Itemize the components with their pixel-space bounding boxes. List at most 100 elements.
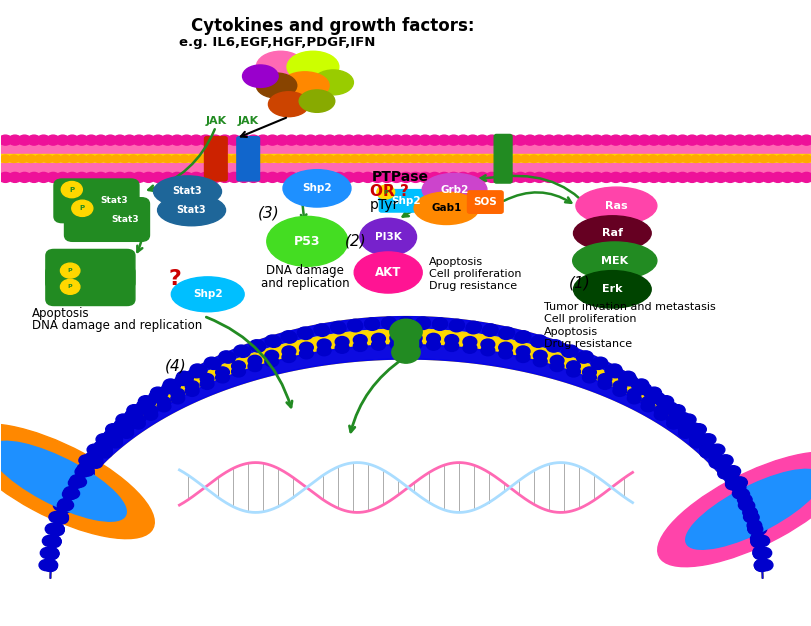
Circle shape	[466, 172, 478, 182]
Text: Stat3: Stat3	[111, 215, 139, 224]
Circle shape	[142, 135, 155, 145]
Circle shape	[128, 155, 138, 163]
Circle shape	[137, 155, 147, 163]
Circle shape	[734, 489, 749, 500]
Circle shape	[190, 135, 203, 145]
Circle shape	[294, 135, 307, 145]
FancyBboxPatch shape	[46, 249, 135, 289]
Text: P: P	[383, 190, 388, 195]
Text: P: P	[68, 268, 72, 273]
Circle shape	[747, 523, 762, 535]
Circle shape	[699, 448, 713, 458]
Circle shape	[447, 135, 460, 145]
Circle shape	[41, 547, 55, 558]
Circle shape	[410, 155, 418, 163]
Circle shape	[144, 409, 157, 420]
Circle shape	[704, 172, 717, 182]
Ellipse shape	[283, 170, 350, 207]
Circle shape	[364, 318, 379, 329]
Circle shape	[1, 155, 11, 163]
Circle shape	[504, 135, 517, 145]
Text: Stat3: Stat3	[101, 197, 128, 205]
Circle shape	[799, 172, 811, 182]
Text: SOS: SOS	[473, 197, 496, 207]
Circle shape	[432, 319, 447, 331]
Circle shape	[650, 393, 664, 404]
Circle shape	[725, 477, 738, 487]
Circle shape	[599, 172, 612, 182]
Circle shape	[47, 536, 61, 546]
Circle shape	[132, 135, 145, 145]
Circle shape	[533, 356, 547, 367]
Circle shape	[666, 414, 680, 425]
Circle shape	[0, 135, 12, 145]
Circle shape	[530, 336, 545, 347]
Circle shape	[103, 430, 118, 441]
Circle shape	[9, 155, 19, 163]
Circle shape	[47, 537, 61, 548]
Circle shape	[566, 361, 580, 371]
Circle shape	[561, 135, 574, 145]
Circle shape	[641, 401, 654, 412]
Circle shape	[141, 396, 156, 408]
Circle shape	[554, 155, 564, 163]
Text: Cell proliferation: Cell proliferation	[543, 314, 635, 324]
Circle shape	[353, 341, 367, 351]
Circle shape	[415, 317, 430, 328]
Circle shape	[222, 155, 232, 163]
Circle shape	[219, 351, 234, 362]
Circle shape	[190, 172, 203, 182]
Text: Erk: Erk	[602, 284, 622, 294]
Circle shape	[144, 405, 157, 416]
Circle shape	[294, 172, 307, 182]
Circle shape	[8, 135, 21, 145]
Bar	[2, 154, 809, 163]
Circle shape	[389, 339, 403, 349]
Circle shape	[230, 155, 240, 163]
Circle shape	[770, 172, 783, 182]
Circle shape	[333, 135, 345, 145]
Circle shape	[790, 172, 803, 182]
Circle shape	[75, 172, 88, 182]
Circle shape	[180, 135, 193, 145]
Circle shape	[367, 155, 376, 163]
Circle shape	[103, 155, 113, 163]
Ellipse shape	[242, 65, 278, 88]
FancyBboxPatch shape	[204, 136, 227, 181]
Circle shape	[234, 345, 248, 356]
Circle shape	[761, 172, 774, 182]
Circle shape	[58, 500, 71, 511]
Circle shape	[706, 445, 721, 456]
Circle shape	[654, 405, 667, 416]
Circle shape	[45, 549, 58, 560]
Circle shape	[239, 155, 249, 163]
Circle shape	[75, 135, 88, 145]
Circle shape	[622, 375, 637, 386]
Circle shape	[119, 424, 133, 434]
Circle shape	[630, 155, 640, 163]
Circle shape	[60, 263, 79, 278]
Circle shape	[498, 328, 513, 339]
Text: MEK: MEK	[600, 255, 628, 265]
Circle shape	[427, 135, 440, 145]
Text: Shp2: Shp2	[391, 196, 420, 206]
Circle shape	[94, 155, 104, 163]
Circle shape	[732, 488, 745, 499]
Circle shape	[145, 155, 155, 163]
Circle shape	[42, 535, 57, 546]
Circle shape	[783, 155, 793, 163]
Circle shape	[647, 155, 657, 163]
Circle shape	[666, 172, 679, 182]
Circle shape	[109, 434, 122, 444]
Circle shape	[622, 155, 632, 163]
Circle shape	[130, 406, 144, 417]
Circle shape	[77, 463, 92, 475]
Circle shape	[697, 434, 711, 446]
Circle shape	[49, 523, 64, 535]
Circle shape	[163, 379, 178, 390]
Circle shape	[98, 448, 112, 458]
Circle shape	[231, 361, 245, 371]
Circle shape	[753, 548, 766, 559]
Circle shape	[528, 155, 538, 163]
Circle shape	[694, 172, 707, 182]
